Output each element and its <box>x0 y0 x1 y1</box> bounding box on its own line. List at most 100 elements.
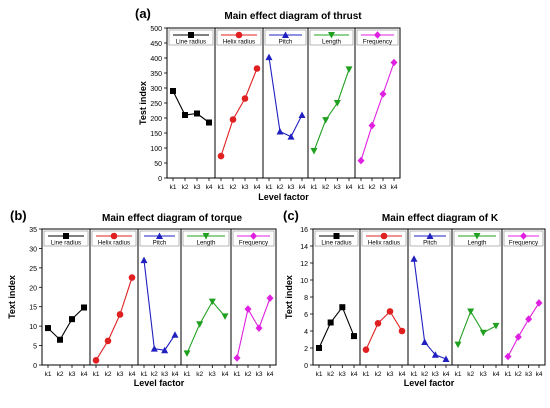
series-line <box>318 306 355 349</box>
x-tick-label: k2 <box>245 371 252 378</box>
y-tick-label: 500 <box>150 26 162 33</box>
data-point <box>421 338 429 346</box>
series-line <box>47 307 85 341</box>
panel-label: (c) <box>283 208 299 223</box>
data-point <box>298 111 306 118</box>
x-tick-label: k4 <box>399 371 406 378</box>
x-tick-label: k2 <box>57 371 64 378</box>
legend-marker <box>520 232 527 240</box>
y-tick-label: 0 <box>158 176 162 183</box>
x-tick-label: k2 <box>105 371 112 378</box>
series-line <box>143 260 176 351</box>
x-tick-label: k4 <box>254 184 261 191</box>
data-point <box>525 315 533 323</box>
series-line <box>365 310 403 350</box>
data-point <box>431 351 439 358</box>
data-point <box>345 66 353 73</box>
data-point <box>116 311 124 318</box>
series-line <box>507 302 540 357</box>
data-point <box>316 345 322 351</box>
data-point <box>479 329 487 337</box>
chart-title: Main effect diagram of thrust <box>224 11 362 22</box>
x-tick-label: k3 <box>480 371 487 378</box>
x-tick-label: k1 <box>266 184 273 191</box>
legend-marker <box>328 32 335 39</box>
y-tick-label: 14 <box>300 244 308 251</box>
data-point <box>351 333 357 340</box>
x-tick-label: k4 <box>81 371 88 378</box>
series-line <box>413 258 447 360</box>
series-panel-4: Length k1 k2 k3 k4 <box>180 229 230 378</box>
data-point <box>287 133 295 140</box>
data-point <box>379 90 387 98</box>
legend-marker <box>426 232 434 239</box>
data-point <box>327 319 334 326</box>
y-tick-label: 10 <box>300 278 308 285</box>
panel-label: (b) <box>10 208 27 223</box>
x-axis-label: Level factor <box>134 378 185 388</box>
y-tick-label: 400 <box>150 56 162 63</box>
x-tick-label: k4 <box>129 371 136 378</box>
data-point <box>45 325 51 332</box>
chart-panel-2: (b) Main effect diagram of torque 0 5 10 15 20… <box>7 208 277 388</box>
legend-marker <box>374 31 381 39</box>
x-tick-label: k1 <box>234 371 241 378</box>
data-point <box>467 308 475 315</box>
data-point <box>253 65 261 72</box>
data-point <box>333 100 341 107</box>
data-point <box>265 53 273 61</box>
data-point <box>233 354 241 362</box>
y-tick-label: 25 <box>29 266 37 273</box>
series-panel-4: Length k1 k2 k3 k4 <box>451 229 501 378</box>
x-tick-label: k2 <box>151 371 158 378</box>
series-panel-1: Line radius k1 k2 k3 k4 <box>314 230 359 378</box>
data-point <box>69 316 75 323</box>
data-point <box>57 336 63 343</box>
legend-label: Length <box>322 39 341 46</box>
x-tick-label: k4 <box>172 371 179 378</box>
legend-marker <box>250 232 257 240</box>
y-tick-label: 2 <box>304 346 308 353</box>
x-tick-label: k1 <box>316 371 323 378</box>
panel-label: (a) <box>135 6 151 21</box>
y-tick-label: 50 <box>154 161 162 168</box>
series-panel-1: Line radius k1 k2 k3 k4 <box>168 29 214 191</box>
y-tick-label: 150 <box>150 131 162 138</box>
data-point <box>81 304 87 311</box>
data-point <box>454 341 462 349</box>
y-tick-label: 15 <box>29 305 37 312</box>
plot-frame <box>41 228 277 366</box>
data-point <box>208 298 216 306</box>
y-tick-label: 6 <box>304 312 308 319</box>
data-point <box>362 346 370 354</box>
data-point <box>221 313 229 320</box>
x-tick-label: k2 <box>515 371 522 378</box>
x-tick-label: k4 <box>391 184 398 191</box>
x-tick-label: k2 <box>230 184 237 191</box>
data-point <box>170 88 176 94</box>
legend-label: Pitch <box>423 240 437 247</box>
data-point <box>92 357 100 364</box>
series-panel-2: Helix radius k1 k2 k3 k4 <box>89 229 137 378</box>
data-point <box>339 304 346 311</box>
x-axis-label: Level factor <box>258 192 309 202</box>
x-tick-label: k4 <box>351 371 358 378</box>
x-tick-label: k1 <box>93 371 100 378</box>
legend-label: Length <box>197 240 216 247</box>
y-tick-label: 5 <box>33 344 37 351</box>
legend-label: Pitch <box>153 240 167 247</box>
legend-marker <box>473 233 481 240</box>
x-tick-label: k2 <box>421 371 428 378</box>
x-tick-label: k2 <box>277 184 284 191</box>
legend-marker <box>333 233 340 239</box>
series-panel-4: Length k1 k2 k3 k4 <box>307 28 354 191</box>
y-tick-label: 350 <box>150 71 162 78</box>
series-panel-2: Helix radius k1 k2 k3 k4 <box>359 229 407 378</box>
x-tick-label: k3 <box>209 371 216 378</box>
data-point <box>150 345 158 352</box>
legend-marker <box>63 233 69 239</box>
y-tick-label: 100 <box>150 146 162 153</box>
x-tick-label: k2 <box>375 371 382 378</box>
